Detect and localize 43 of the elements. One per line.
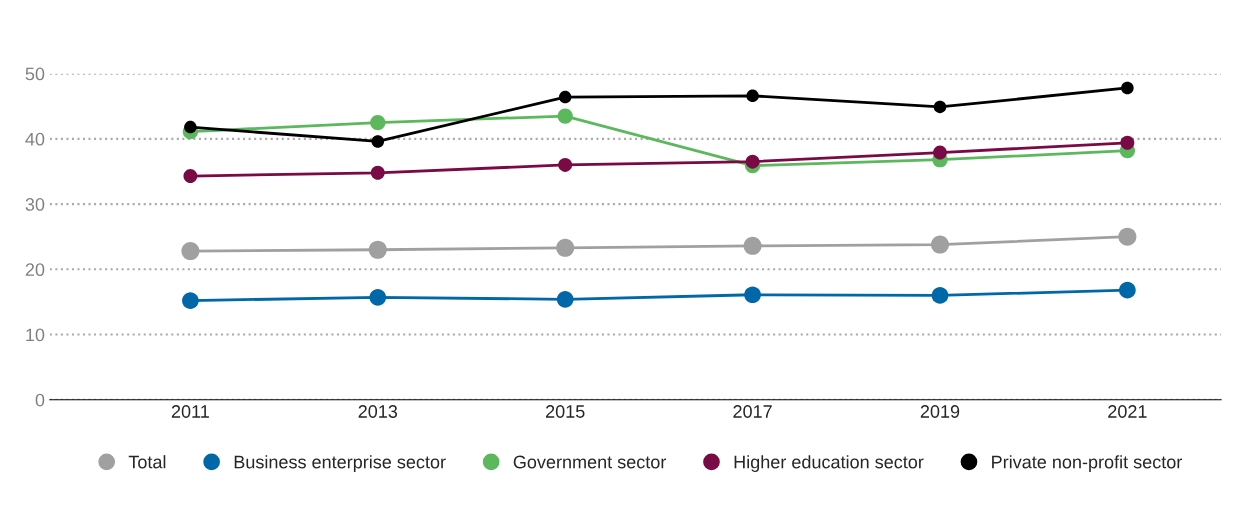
y-tick-label: 40	[25, 132, 45, 146]
x-tick-label: 2013	[358, 405, 398, 418]
point	[1119, 281, 1136, 299]
legend-label: Business enterprise sector	[234, 455, 446, 472]
y-tick-label: 50	[25, 67, 45, 81]
x-tick-label: 2021	[1108, 405, 1147, 418]
point	[557, 108, 573, 124]
point	[1118, 227, 1137, 246]
point	[744, 286, 761, 304]
point	[368, 240, 387, 259]
legend-label: Government sector	[513, 455, 667, 469]
y-tick-label: 10	[26, 328, 45, 342]
point	[558, 90, 572, 104]
y-tick-label: 30	[25, 198, 45, 211]
legend-label: Private non-profit sector	[992, 455, 1183, 472]
point	[182, 292, 199, 309]
point	[558, 158, 573, 172]
point	[370, 114, 386, 131]
point	[370, 165, 385, 180]
point	[931, 287, 949, 304]
point	[933, 100, 947, 114]
point	[930, 235, 950, 254]
point	[181, 242, 200, 261]
point	[371, 135, 385, 148]
point	[745, 154, 760, 169]
point	[743, 236, 762, 255]
y-tick-label: 20	[25, 263, 45, 277]
point	[369, 289, 387, 306]
x-tick-label: 2011	[171, 405, 209, 418]
point	[933, 145, 947, 160]
point	[556, 290, 574, 308]
y-tick-label: 0	[35, 393, 45, 407]
point	[1121, 81, 1134, 95]
point	[746, 89, 759, 103]
x-tick-label: 2015	[546, 405, 585, 418]
point	[184, 120, 197, 134]
legend-label: Higher education sector	[734, 455, 924, 472]
legend-label: Total	[128, 455, 166, 469]
point	[183, 169, 198, 183]
point	[556, 238, 575, 257]
point	[1120, 135, 1135, 150]
x-tick-label: 2017	[733, 405, 772, 418]
x-tick-label: 2019	[920, 405, 960, 418]
